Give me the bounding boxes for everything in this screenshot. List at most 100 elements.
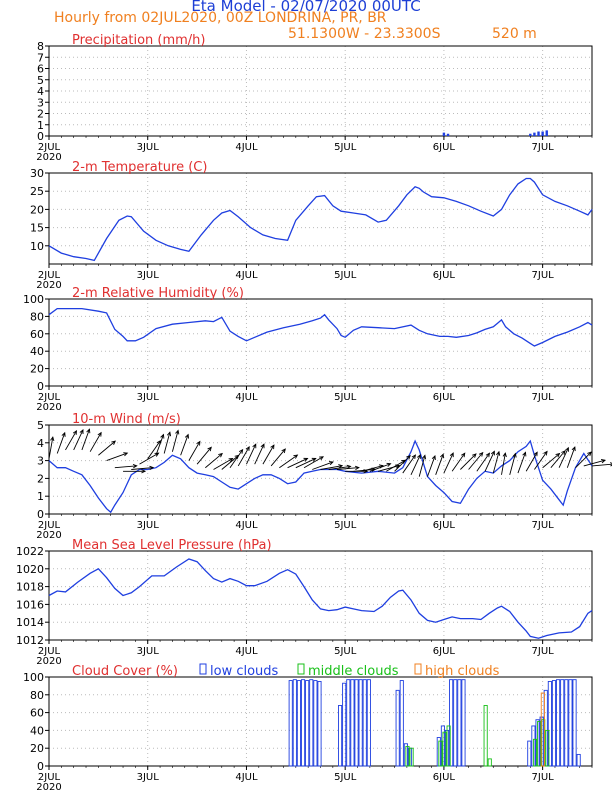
cloud-bar-low <box>457 679 462 767</box>
x-tick-label: 5JUL <box>334 392 357 403</box>
wind-arrow <box>163 432 171 454</box>
wind-arrow <box>550 450 566 469</box>
wind-arrow-head <box>154 452 160 457</box>
x-tick-label: 2JUL <box>38 270 61 281</box>
wind-arrow-head <box>485 452 491 458</box>
y-tick-label: 3 <box>37 96 44 109</box>
cloud-bar-middle <box>405 745 410 767</box>
wind-arrow <box>89 432 102 452</box>
y-tick-label: 1018 <box>16 581 44 594</box>
wind-arrow <box>369 463 391 472</box>
x-tick-label: 3JUL <box>137 646 160 657</box>
x-tick-label: 4JUL <box>235 392 258 403</box>
wind-arrow-head <box>123 452 129 457</box>
wind-arrow-head <box>338 464 344 469</box>
wind-arrow <box>575 451 592 469</box>
wind-arrow <box>254 444 265 465</box>
wind-arrow <box>279 454 298 469</box>
y-tick-label: 1 <box>37 119 44 132</box>
panel-2: 10 15 20 25 30 2JUL2020 3JUL 4JUL 5JUL 6JUL 7JUL 2-… <box>30 160 593 291</box>
cloud-bar-low <box>300 679 306 767</box>
y-tick-label: 7 <box>37 51 44 64</box>
precip-bar <box>442 132 446 136</box>
y-tick-label: 3 <box>37 455 44 468</box>
wind-arrow <box>386 459 406 472</box>
y-tick-label: 0 <box>37 760 44 773</box>
x-tick-label: 4JUL <box>235 270 258 281</box>
y-tick-label: 5 <box>37 74 44 87</box>
location-coordinates: 51.1300W - 23.3300S <box>288 26 441 42</box>
cloud-bar-middle <box>483 705 488 767</box>
x-tick-label: 3JUL <box>137 520 160 531</box>
wind-arrow-head <box>207 446 212 452</box>
y-tick-label: 25 <box>30 185 44 198</box>
wind-arrow-head <box>149 465 155 471</box>
x-tick-label: 5JUL <box>334 520 357 531</box>
cloud-bar-low <box>354 679 359 767</box>
cloud-bar-low <box>453 679 458 767</box>
cloud-bar-low <box>317 681 322 767</box>
wind-arrow-head <box>61 431 66 437</box>
wind-arrow-head <box>252 443 257 449</box>
precip-bar <box>446 133 450 136</box>
panel-title: Precipitation (mm/h) <box>72 33 205 48</box>
wind-arrow <box>73 429 84 451</box>
wind-arrow-head <box>111 440 117 445</box>
wind-arrow <box>583 459 606 467</box>
wind-arrow-head <box>449 452 454 458</box>
x-tick-label: 6JUL <box>433 392 456 403</box>
precip-bar <box>529 133 532 136</box>
wind-arrow-head <box>97 431 102 437</box>
wind-arrow <box>410 454 421 476</box>
chart-title: Eta Model - 02/07/2020 00UTC <box>191 0 421 15</box>
wind-arrow <box>56 432 66 454</box>
series-line <box>48 439 593 514</box>
cloud-bar-low <box>358 679 363 767</box>
x-tick-label: 6JUL <box>433 520 456 531</box>
x-tick-label: 3JUL <box>137 270 160 281</box>
cloud-bar-low <box>461 679 466 767</box>
wind-arrow-head <box>478 451 484 457</box>
wind-arrow-head <box>260 443 265 449</box>
cloud-bar-middle <box>409 747 414 767</box>
cloud-bar-low <box>309 679 314 767</box>
wind-arrow <box>328 465 351 470</box>
panel-3: 0 20 40 60 80 100 2JUL2020 3JUL 4JUL 5JUL 6JUL 7JUL… <box>23 286 593 413</box>
x-tick-label: 6JUL <box>433 270 456 281</box>
wind-arrow-head <box>303 457 309 462</box>
legend-label: low clouds <box>210 664 279 679</box>
wind-arrow <box>320 465 343 470</box>
series-line <box>48 177 593 262</box>
wind-arrow <box>237 446 250 467</box>
y-tick-label: 0 <box>37 130 44 143</box>
cloud-bar-low <box>547 681 552 767</box>
y-tick-label: 1 <box>37 490 44 503</box>
x-tick-label: 7JUL <box>532 772 555 783</box>
x-tick-year: 2020 <box>36 280 61 291</box>
wind-arrow <box>303 456 324 469</box>
y-tick-label: 4 <box>37 85 44 98</box>
x-tick-label: 2JUL <box>38 646 61 657</box>
wind-arrow <box>106 452 128 462</box>
wind-arrow-head <box>281 448 286 454</box>
x-tick-label: 6JUL <box>433 772 456 783</box>
cloud-bar-low <box>292 679 297 767</box>
wind-arrow <box>468 452 484 470</box>
wind-arrow-head <box>555 452 561 458</box>
cloud-bar-low <box>564 679 569 767</box>
wind-arrow-head <box>533 451 538 457</box>
panel-frame <box>48 172 593 265</box>
location-elevation: 520 m <box>492 26 537 42</box>
wind-arrow <box>534 451 548 470</box>
wind-arrow-head <box>132 463 138 469</box>
cloud-bar-low <box>342 682 347 767</box>
wind-arrow-head <box>522 451 527 457</box>
wind-arrow-head <box>50 436 55 442</box>
cloud-bar-low <box>350 679 355 767</box>
y-tick-label: 0 <box>37 380 44 393</box>
wind-arrow <box>139 452 159 465</box>
wind-arrow-head <box>461 452 466 458</box>
cloud-bar-low <box>366 679 371 767</box>
wind-arrow-head <box>245 445 250 451</box>
